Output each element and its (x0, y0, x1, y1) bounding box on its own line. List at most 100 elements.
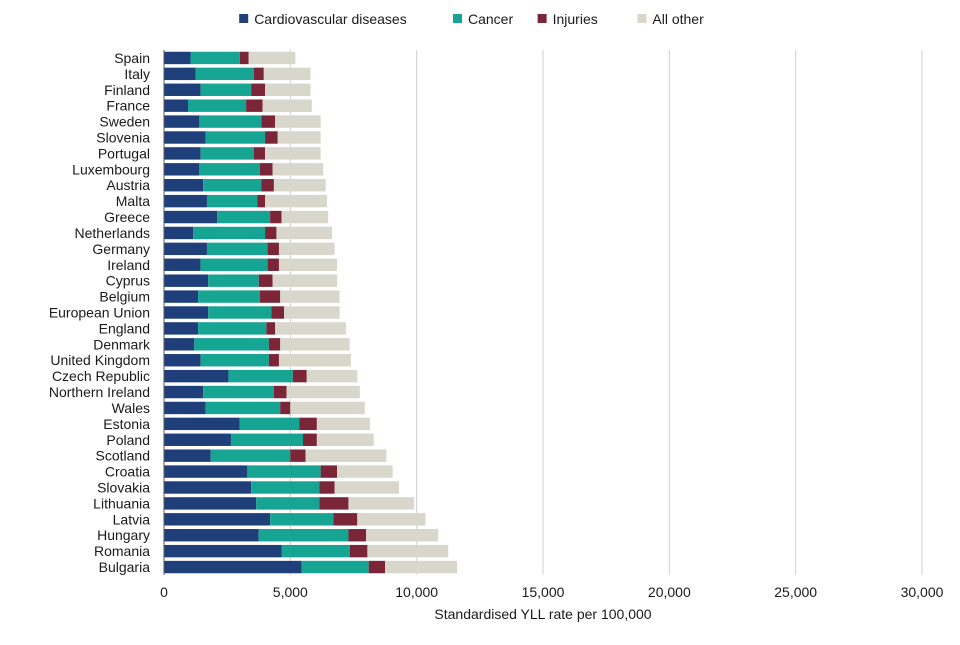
bar-czech-republic-cancer (228, 369, 293, 383)
bar-netherlands-cancer (193, 226, 266, 240)
category-label-malta: Malta (116, 193, 150, 209)
bar-finland-cancer (200, 83, 252, 96)
category-labels: SpainItalyFinlandFranceSwedenSloveniaPor… (49, 50, 151, 575)
legend-label-injuries: Injuries (553, 11, 598, 27)
bar-lithuania-all-other (348, 497, 415, 510)
bar-scotland-injuries (290, 449, 306, 462)
bars (164, 51, 458, 574)
bar-scotland-cardiovascular-diseases (164, 449, 211, 462)
bar-netherlands-injuries (265, 226, 277, 240)
category-label-italy: Italy (124, 66, 150, 82)
bar-france-injuries (246, 99, 263, 112)
category-label-bulgaria: Bulgaria (99, 559, 151, 575)
bar-luxembourg-all-other (272, 163, 324, 176)
category-label-austria: Austria (106, 177, 150, 193)
bar-germany-cardiovascular-diseases (164, 242, 207, 256)
bar-finland-cardiovascular-diseases (164, 83, 201, 96)
category-label-united-kingdom: United Kingdom (50, 352, 150, 368)
category-label-portugal: Portugal (98, 145, 150, 161)
bar-ireland-all-other (278, 258, 338, 271)
category-label-england: England (99, 320, 150, 336)
bar-sweden-injuries (261, 115, 276, 128)
bar-estonia-injuries (299, 417, 317, 431)
bar-belgium-cardiovascular-diseases (164, 290, 199, 303)
bar-cyprus-cancer (208, 274, 259, 287)
category-label-latvia: Latvia (113, 511, 151, 527)
legend-swatch-all-other (637, 14, 647, 23)
bar-slovakia-all-other (334, 481, 399, 494)
category-label-northern-ireland: Northern Ireland (49, 384, 150, 400)
bar-austria-cancer (203, 179, 262, 192)
bar-belgium-injuries (260, 290, 281, 303)
bar-portugal-all-other (265, 147, 321, 160)
category-label-france: France (106, 98, 150, 114)
bar-lithuania-cancer (256, 497, 320, 510)
bar-slovakia-cardiovascular-diseases (164, 481, 252, 494)
category-label-cyprus: Cyprus (106, 273, 150, 289)
bar-portugal-injuries (253, 147, 266, 160)
bar-czech-republic-all-other (306, 369, 358, 383)
bar-portugal-cancer (200, 147, 254, 160)
bar-italy-all-other (263, 67, 311, 81)
bar-croatia-injuries (320, 465, 338, 478)
bar-wales-cardiovascular-diseases (164, 401, 206, 415)
category-label-denmark: Denmark (93, 336, 151, 352)
bar-finland-all-other (265, 83, 311, 96)
bar-sweden-cancer (199, 115, 262, 128)
bar-united-kingdom-cardiovascular-diseases (164, 354, 201, 367)
category-label-hungary: Hungary (97, 527, 150, 543)
bar-croatia-cancer (247, 465, 321, 478)
bar-wales-all-other (290, 401, 365, 415)
bar-slovakia-injuries (319, 481, 335, 494)
bar-france-cardiovascular-diseases (164, 99, 189, 112)
bar-england-injuries (266, 322, 276, 335)
legend-label-all-other: All other (652, 11, 704, 27)
x-tick-label-0: 0 (160, 584, 168, 600)
bar-scotland-all-other (305, 449, 387, 462)
bar-cyprus-cardiovascular-diseases (164, 274, 209, 287)
bar-germany-cancer (206, 242, 268, 256)
bar-wales-cancer (205, 401, 281, 415)
category-label-germany: Germany (92, 241, 150, 257)
category-label-lithuania: Lithuania (93, 495, 150, 511)
bar-denmark-all-other (280, 338, 350, 351)
bar-northern-ireland-cardiovascular-diseases (164, 385, 204, 399)
bar-england-all-other (275, 322, 346, 335)
bar-greece-cardiovascular-diseases (164, 210, 218, 224)
bar-spain-cancer (190, 51, 240, 65)
bar-hungary-injuries (348, 529, 367, 542)
bar-italy-cancer (195, 67, 254, 81)
bar-european-union-injuries (271, 306, 285, 319)
legend-swatch-cardiovascular-diseases (239, 14, 249, 23)
bar-northern-ireland-cancer (203, 385, 274, 399)
bar-bulgaria-cancer (301, 560, 369, 574)
bar-england-cancer (198, 322, 267, 335)
legend-label-cancer: Cancer (468, 11, 513, 27)
bar-sweden-cardiovascular-diseases (164, 115, 200, 128)
bar-italy-injuries (253, 67, 264, 81)
bar-denmark-cancer (194, 338, 269, 351)
bar-belgium-cancer (198, 290, 261, 303)
category-label-slovakia: Slovakia (97, 480, 150, 496)
bar-luxembourg-cancer (199, 163, 261, 176)
bar-austria-cardiovascular-diseases (164, 179, 204, 192)
bar-romania-cancer (281, 544, 350, 558)
bar-spain-cardiovascular-diseases (164, 51, 191, 65)
bar-wales-injuries (280, 401, 291, 415)
category-label-scotland: Scotland (96, 448, 150, 464)
x-tick-label-5000: 5,000 (273, 584, 308, 600)
category-label-wales: Wales (112, 400, 150, 416)
x-tick-labels: 0 5,000 10,000 15,000 20,000 25,000 30,000 (160, 584, 944, 600)
bar-greece-cancer (217, 210, 271, 224)
bar-poland-injuries (302, 433, 317, 446)
bar-denmark-cardiovascular-diseases (164, 338, 195, 351)
bar-malta-cancer (206, 194, 258, 208)
category-label-belgium: Belgium (99, 289, 150, 305)
bar-portugal-cardiovascular-diseases (164, 147, 201, 160)
x-tick-label-10000: 10,000 (395, 584, 438, 600)
bar-france-cancer (188, 99, 247, 112)
bar-estonia-all-other (316, 417, 370, 431)
bar-european-union-all-other (284, 306, 340, 319)
